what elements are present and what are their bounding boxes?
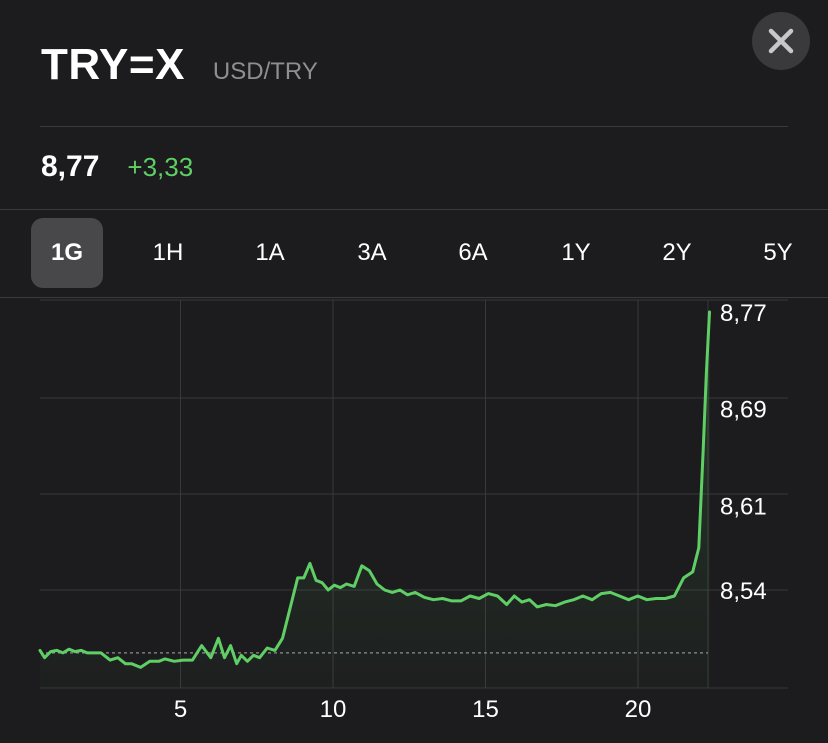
price-area-fill bbox=[40, 312, 710, 688]
range-1g[interactable]: 1G bbox=[31, 218, 103, 288]
range-1h[interactable]: 1H bbox=[152, 239, 184, 266]
current-price: 8,77 bbox=[41, 150, 100, 183]
range-divider bbox=[0, 297, 828, 298]
quote-divider bbox=[0, 209, 828, 210]
header-divider bbox=[40, 126, 788, 127]
y-tick-label: 8,77 bbox=[720, 300, 767, 327]
time-range-selector: 1G 1H 1A 3A 6A 1Y 2Y 5Y bbox=[0, 210, 828, 298]
currency-pair: USD/TRY bbox=[212, 58, 318, 85]
x-tick-label: 20 bbox=[625, 696, 652, 723]
range-1y[interactable]: 1Y bbox=[561, 239, 591, 266]
x-tick-label: 5 bbox=[174, 696, 187, 723]
range-3a[interactable]: 3A bbox=[357, 239, 387, 266]
y-tick-label: 8,54 bbox=[720, 578, 767, 605]
close-button[interactable] bbox=[752, 12, 810, 70]
range-6a[interactable]: 6A bbox=[458, 239, 488, 266]
range-2y[interactable]: 2Y bbox=[662, 239, 692, 266]
header: TRY=X USD/TRY bbox=[41, 40, 318, 90]
x-tick-label: 10 bbox=[320, 696, 347, 723]
close-icon bbox=[768, 28, 794, 54]
y-tick-label: 8,61 bbox=[720, 493, 767, 520]
ticker-symbol: TRY=X bbox=[41, 40, 185, 89]
x-tick-label: 15 bbox=[472, 696, 499, 723]
y-tick-label: 8,69 bbox=[720, 397, 767, 424]
range-1a[interactable]: 1A bbox=[255, 239, 285, 266]
price-line bbox=[38, 310, 711, 669]
price-change: +3,33 bbox=[127, 152, 194, 182]
range-5y[interactable]: 5Y bbox=[763, 239, 793, 266]
quote-row: 8,77 +3,33 bbox=[41, 150, 193, 184]
